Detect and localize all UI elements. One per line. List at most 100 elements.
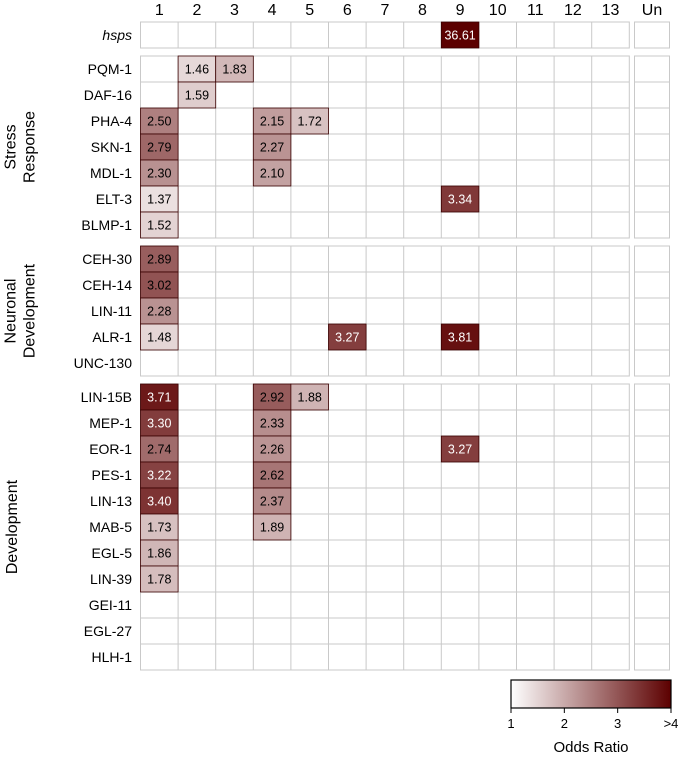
cell-value-label: 2.62 — [260, 469, 284, 483]
group-label: Development — [22, 263, 39, 358]
cell-value-label: 3.22 — [147, 469, 171, 483]
heatmap-cell — [252, 513, 292, 541]
un-column-border — [634, 21, 670, 49]
group-label: Response — [22, 111, 39, 183]
cell-value-label: 2.26 — [260, 443, 284, 457]
heatmap-cell — [140, 539, 179, 567]
row-label: PQM-1 — [88, 61, 133, 77]
heatmap-cell — [440, 185, 480, 213]
row-label: PHA-4 — [91, 113, 132, 129]
cell-value-label: 1.48 — [147, 331, 171, 345]
column-label: 3 — [230, 2, 239, 19]
row-label: CEH-30 — [82, 251, 132, 267]
row-label: PES-1 — [92, 467, 133, 483]
cell-value-label: 3.27 — [335, 331, 359, 345]
panel-grid — [140, 55, 670, 239]
heatmap-cell — [290, 107, 329, 135]
heatmap-cell — [140, 271, 179, 299]
cell-value-label: 1.89 — [260, 521, 284, 535]
cell-value-label: 3.27 — [448, 443, 472, 457]
colorbar — [510, 679, 672, 709]
cell-value-label: 2.37 — [260, 495, 284, 509]
heatmap-cell — [140, 487, 179, 515]
panel-border — [140, 21, 630, 49]
column-label: 4 — [268, 2, 277, 19]
cell-value-label: 1.72 — [298, 115, 322, 129]
heatmap-cell — [177, 81, 217, 109]
column-label: 9 — [456, 2, 465, 19]
panel-border — [140, 55, 630, 239]
un-column-border — [634, 383, 670, 671]
colorbar-tick-label: 1 — [507, 716, 514, 731]
cell-value-label: 3.34 — [448, 193, 472, 207]
panel-border — [140, 383, 630, 671]
cell-value-label: 2.92 — [260, 391, 284, 405]
cell-value-label: 2.79 — [147, 141, 171, 155]
row-label: BLMP-1 — [81, 217, 132, 233]
heatmap-cell — [177, 55, 217, 83]
column-label: 7 — [380, 2, 389, 19]
row-label: UNC-130 — [74, 355, 133, 371]
heatmap-cell — [252, 107, 292, 135]
cell-value-label: 2.33 — [260, 417, 284, 431]
un-column-border — [634, 245, 670, 377]
row-label: hsps — [102, 27, 132, 43]
cell-value-label: 3.71 — [147, 391, 171, 405]
heatmap-cell — [252, 487, 292, 515]
colorbar-title: Odds Ratio — [553, 739, 628, 756]
heatmap-cell — [440, 21, 480, 49]
row-label: EOR-1 — [89, 441, 132, 457]
colorbar-tick-label: >4 — [664, 716, 679, 731]
cell-value-label: 1.78 — [147, 573, 171, 587]
heatmap-cell — [440, 323, 480, 351]
heatmap-cell — [140, 513, 179, 541]
heatmap-cell — [252, 159, 292, 187]
column-label: 2 — [192, 2, 201, 19]
cell-value-label: 1.52 — [147, 219, 171, 233]
row-label: ALR-1 — [92, 329, 132, 345]
heatmap-cell — [140, 565, 179, 593]
row-label: SKN-1 — [91, 139, 132, 155]
cell-value-label: 2.89 — [147, 253, 171, 267]
column-label: 1 — [155, 2, 164, 19]
cell-value-label: 1.73 — [147, 521, 171, 535]
heatmap-cell — [215, 55, 254, 83]
cell-value-label: 3.02 — [147, 279, 171, 293]
column-label: 8 — [418, 2, 427, 19]
cell-value-label: 1.83 — [222, 63, 246, 77]
cell-value-label: 2.50 — [147, 115, 171, 129]
colorbar-tick-label: 3 — [614, 716, 621, 731]
column-label: 6 — [343, 2, 352, 19]
heatmap-cell — [140, 245, 179, 273]
row-label: DAF-16 — [84, 87, 132, 103]
cell-value-label: 3.40 — [147, 495, 171, 509]
row-label: LIN-11 — [91, 303, 132, 319]
row-label: EGL-5 — [92, 545, 133, 561]
cell-value-label: 2.10 — [260, 167, 284, 181]
cell-value-label: 3.81 — [448, 331, 472, 345]
cell-value-label: 3.30 — [147, 417, 171, 431]
column-label: 13 — [602, 2, 620, 19]
cell-value-label: 1.86 — [147, 547, 171, 561]
column-label: 11 — [527, 2, 544, 19]
cell-value-label: 2.74 — [147, 443, 171, 457]
row-label: MAB-5 — [89, 519, 132, 535]
cell-value-label: 2.28 — [147, 305, 171, 319]
heatmap-cell — [252, 409, 292, 437]
row-label: ELT-3 — [96, 191, 133, 207]
row-label: EGL-27 — [84, 623, 132, 639]
row-label: LIN-13 — [90, 493, 132, 509]
group-label: Development — [4, 479, 21, 574]
un-column-border — [634, 55, 670, 239]
cell-value-label: 2.30 — [147, 167, 171, 181]
row-label: MEP-1 — [89, 415, 132, 431]
column-label: 12 — [564, 2, 582, 19]
colorbar-tick-label: 2 — [561, 716, 568, 731]
column-label: 10 — [489, 2, 507, 19]
column-label: Un — [642, 2, 662, 19]
column-label: 5 — [305, 2, 314, 19]
group-label: Neuronal — [3, 279, 20, 344]
heatmap-cell — [140, 107, 179, 135]
cell-value-label: 36.61 — [444, 29, 475, 43]
heatmap-cell — [140, 211, 179, 239]
